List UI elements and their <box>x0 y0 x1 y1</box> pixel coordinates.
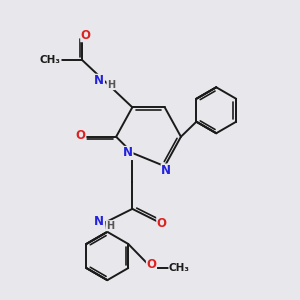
Text: H: H <box>107 80 115 90</box>
Text: N: N <box>94 215 104 228</box>
Text: O: O <box>81 29 91 42</box>
Text: CH₃: CH₃ <box>169 263 190 273</box>
Text: N: N <box>161 164 171 177</box>
Text: H: H <box>106 221 114 231</box>
Text: O: O <box>157 217 167 230</box>
Text: O: O <box>76 129 86 142</box>
Text: N: N <box>94 74 104 87</box>
Text: O: O <box>146 258 157 271</box>
Text: CH₃: CH₃ <box>40 55 61 65</box>
Text: N: N <box>123 146 133 159</box>
